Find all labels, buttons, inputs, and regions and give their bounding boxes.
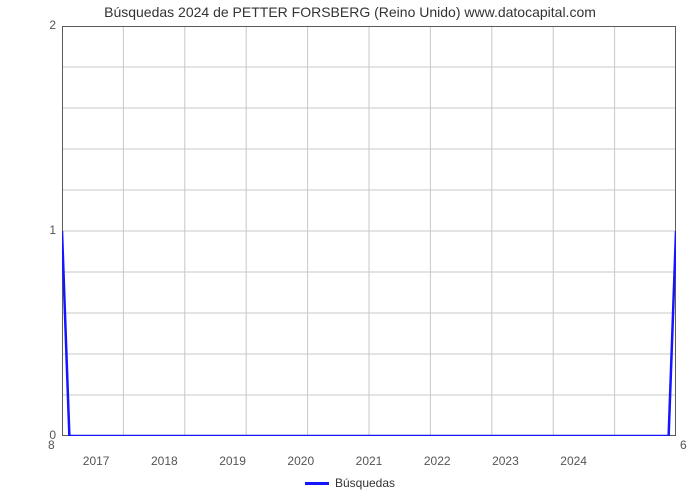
legend: Búsquedas bbox=[305, 476, 395, 490]
x-tick-label: 2022 bbox=[424, 454, 451, 468]
legend-swatch bbox=[305, 482, 329, 485]
x-tick-label: 2021 bbox=[356, 454, 383, 468]
chart-container: Búsquedas 2024 de PETTER FORSBERG (Reino… bbox=[0, 0, 700, 500]
x-tick-label: 2023 bbox=[492, 454, 519, 468]
x-tick-label: 2019 bbox=[219, 454, 246, 468]
plot-area bbox=[62, 26, 676, 436]
plot-svg bbox=[62, 26, 676, 436]
corner-label-bottom-right: 6 bbox=[680, 438, 687, 452]
legend-label: Búsquedas bbox=[335, 476, 395, 490]
x-tick-label: 2024 bbox=[560, 454, 587, 468]
x-tick-label: 2017 bbox=[83, 454, 110, 468]
y-tick-label: 1 bbox=[49, 223, 56, 237]
corner-label-bottom-left: 8 bbox=[48, 438, 55, 452]
x-tick-label: 2020 bbox=[287, 454, 314, 468]
chart-title: Búsquedas 2024 de PETTER FORSBERG (Reino… bbox=[0, 4, 700, 20]
x-tick-label: 2018 bbox=[151, 454, 178, 468]
y-tick-label: 2 bbox=[49, 18, 56, 32]
